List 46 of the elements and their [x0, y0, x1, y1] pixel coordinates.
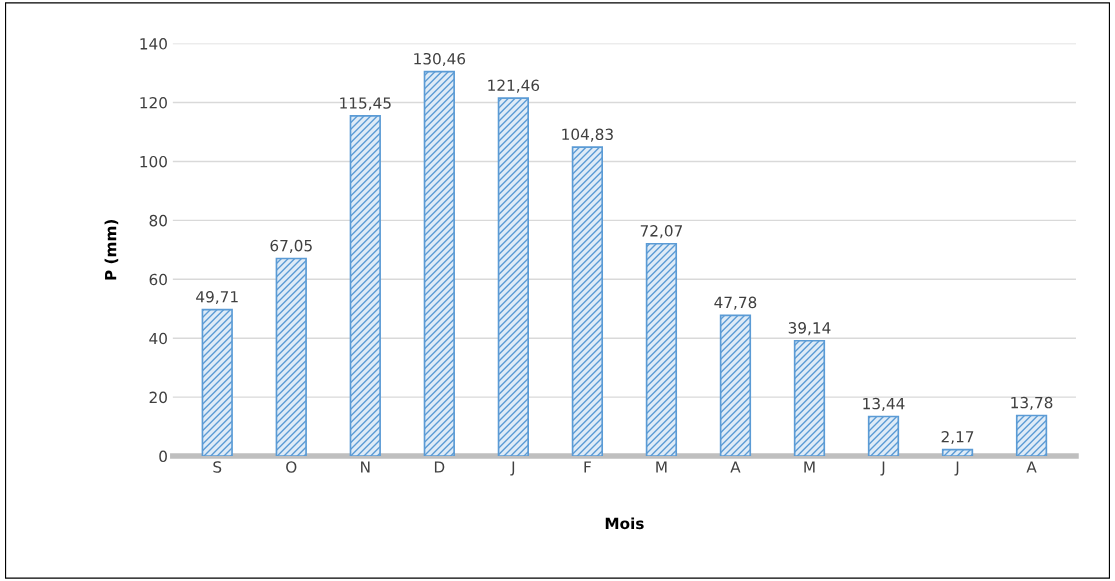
data-label: 72,07: [640, 225, 682, 239]
y-tick-label: 40: [149, 332, 167, 345]
y-tick-label: 20: [149, 391, 167, 404]
y-tick-label: 60: [149, 273, 167, 286]
bar: [941, 448, 974, 457]
bar: [497, 97, 529, 457]
data-label: 121,46: [488, 79, 540, 93]
y-tick-label: 0: [159, 450, 167, 463]
x-tick-label: J: [954, 461, 959, 476]
y-tick-label: 140: [140, 38, 167, 50]
y-tick-label: 80: [149, 214, 167, 227]
x-tick-label: A: [730, 461, 741, 473]
y-tick-label: 120: [140, 96, 167, 109]
data-label: 49,71: [196, 290, 238, 305]
data-label: 67,05: [270, 239, 312, 253]
x-tick-label: A: [1026, 461, 1037, 473]
x-tick-label: N: [361, 461, 370, 473]
bar: [719, 314, 752, 457]
data-label: 130,46: [414, 53, 466, 67]
bar: [201, 308, 233, 457]
x-tick-label: O: [286, 461, 297, 473]
y-axis-title: P (mm): [104, 219, 119, 280]
x-tick-label: F: [584, 461, 591, 473]
bar: [793, 339, 826, 457]
data-label: 47,78: [714, 296, 757, 310]
x-tick-label: M: [804, 461, 815, 473]
bar: [423, 70, 455, 457]
data-label: 13,44: [863, 397, 905, 411]
data-label: 2,17: [941, 431, 974, 445]
x-tick-label: M: [656, 461, 667, 473]
data-label: 13,78: [1011, 396, 1053, 410]
data-label: 115,45: [340, 97, 391, 111]
bar: [1015, 414, 1048, 457]
x-tick-label: D: [434, 461, 445, 473]
x-tick-label: J: [880, 461, 885, 476]
x-tick-label: J: [510, 461, 515, 476]
bar: [867, 415, 900, 457]
bar: [349, 115, 381, 457]
data-label: 104,83: [562, 128, 613, 142]
data-label: 39,14: [788, 322, 831, 336]
y-tick-label: 100: [140, 155, 167, 168]
x-tick-label: S: [213, 461, 222, 473]
x-axis-title: Mois: [605, 517, 644, 530]
bar: [645, 242, 678, 457]
bar: [275, 257, 307, 457]
bar: [571, 146, 604, 457]
